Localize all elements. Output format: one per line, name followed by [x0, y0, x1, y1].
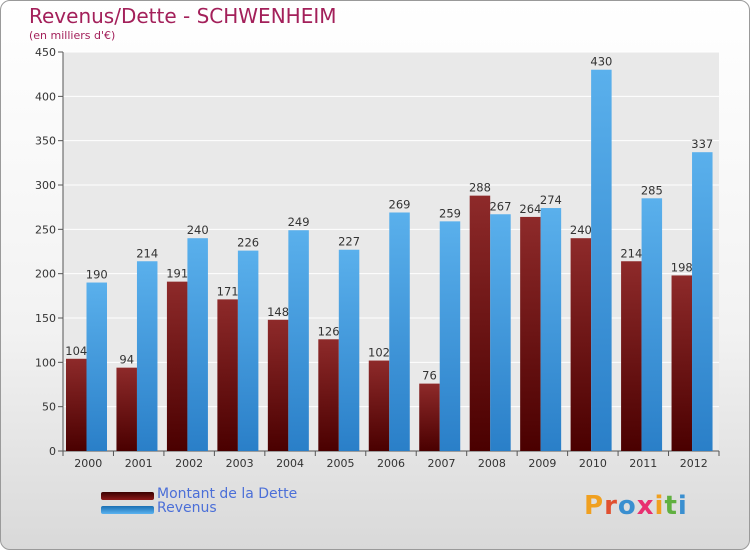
x-tick-label: 2000: [74, 457, 102, 470]
y-tick-label: 400: [35, 90, 56, 103]
chart-subtitle: (en milliers d'€): [29, 29, 116, 42]
y-tick-label: 250: [35, 223, 56, 236]
bar-revenus: [187, 238, 208, 451]
bar-dette: [116, 367, 137, 451]
data-label-dette: 214: [620, 246, 642, 260]
bar-dette: [368, 360, 390, 451]
bar-revenus: [490, 214, 511, 451]
x-tick-label: 2004: [276, 457, 304, 470]
data-label-revenus: 274: [540, 193, 562, 207]
data-label-dette: 148: [267, 305, 289, 319]
data-label-dette: 171: [217, 284, 239, 298]
data-label-dette: 264: [519, 202, 541, 216]
data-label-revenus: 240: [187, 223, 209, 237]
bar-revenus: [237, 250, 259, 451]
legend-swatch-revenus: [101, 506, 154, 514]
x-tick-label: 2012: [680, 457, 708, 470]
y-tick-label: 150: [35, 312, 56, 325]
x-tick-label: 2001: [125, 457, 153, 470]
bar-revenus: [136, 261, 158, 451]
bar-dette: [520, 216, 541, 451]
x-tick-label: 2009: [528, 457, 556, 470]
data-label-revenus: 285: [641, 183, 663, 197]
data-label-revenus: 337: [691, 137, 713, 151]
data-label-dette: 102: [368, 346, 390, 360]
y-tick-label: 100: [35, 356, 56, 369]
y-tick-label: 200: [35, 268, 56, 281]
data-label-dette: 76: [422, 369, 437, 383]
bar-dette: [217, 299, 238, 451]
data-label-dette: 198: [671, 260, 693, 274]
y-tick-label: 450: [35, 46, 56, 59]
data-label-revenus: 430: [590, 55, 612, 69]
y-tick-label: 50: [42, 401, 56, 414]
x-tick-label: 2008: [478, 457, 506, 470]
legend-label-revenus: Revenus: [157, 500, 217, 516]
bar-dette: [267, 319, 289, 451]
data-label-revenus: 214: [136, 246, 158, 260]
bar-dette: [318, 339, 339, 451]
bar-revenus: [540, 208, 562, 451]
bar-dette: [166, 281, 188, 451]
bar-dette: [66, 358, 87, 451]
data-label-revenus: 269: [389, 197, 411, 211]
y-tick-label: 0: [49, 445, 56, 458]
data-label-revenus: 226: [237, 236, 259, 250]
data-label-dette: 240: [570, 223, 592, 237]
legend-swatch-dette: [101, 492, 154, 500]
data-label-revenus: 249: [288, 215, 310, 229]
data-label-dette: 288: [469, 181, 491, 195]
bar-revenus: [641, 198, 663, 451]
bar-revenus: [389, 212, 410, 451]
data-label-revenus: 259: [439, 206, 461, 220]
legend-label-dette: Montant de la Dette: [157, 486, 298, 502]
bar-dette: [419, 383, 440, 451]
data-label-dette: 104: [65, 344, 87, 358]
x-tick-label: 2006: [377, 457, 405, 470]
data-label-revenus: 190: [86, 268, 108, 282]
y-tick-label: 350: [35, 135, 56, 148]
bar-revenus: [692, 152, 713, 451]
bar-revenus: [288, 230, 309, 451]
x-tick-label: 2003: [226, 457, 254, 470]
bar-revenus: [591, 69, 612, 451]
data-label-revenus: 267: [489, 199, 511, 213]
bar-revenus: [338, 249, 360, 451]
bar-revenus: [439, 221, 461, 451]
data-label-dette: 126: [318, 324, 340, 338]
data-label-dette: 94: [119, 353, 134, 367]
proxiti-logo: Proxiti: [584, 491, 688, 521]
bar-dette: [621, 261, 642, 451]
x-tick-label: 2005: [327, 457, 355, 470]
x-tick-label: 2010: [579, 457, 607, 470]
x-tick-label: 2011: [629, 457, 657, 470]
data-label-dette: 191: [166, 267, 188, 281]
bar-revenus: [86, 282, 107, 451]
bar-dette: [469, 195, 491, 451]
data-label-revenus: 227: [338, 235, 360, 249]
x-tick-label: 2002: [175, 457, 203, 470]
x-tick-label: 2007: [427, 457, 455, 470]
y-tick-label: 300: [35, 179, 56, 192]
bar-dette: [671, 275, 693, 451]
chart-title: Revenus/Dette - SCHWENHEIM: [29, 4, 337, 28]
bar-dette: [570, 238, 592, 451]
